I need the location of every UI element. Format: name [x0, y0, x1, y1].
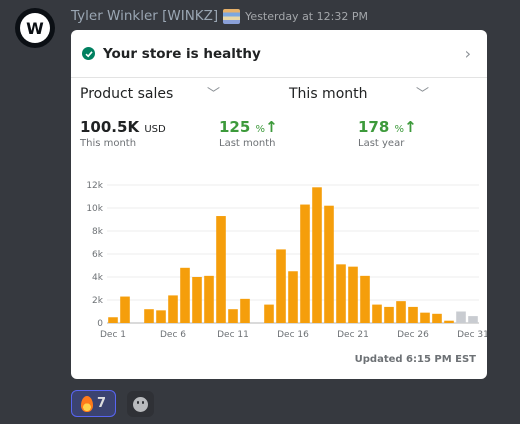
y-tick-label: 8k: [92, 227, 104, 237]
arrow-up-icon: ↑: [265, 118, 278, 136]
chart-bar[interactable]: [408, 306, 418, 323]
y-tick-label: 6k: [92, 250, 104, 260]
chart-bar[interactable]: [312, 187, 322, 323]
reaction-count: 7: [96, 396, 107, 411]
metric-label: Last year: [358, 138, 405, 149]
period-select-value: This month: [289, 86, 368, 102]
y-tick-label: 2k: [92, 296, 104, 306]
fire-reaction-button[interactable]: 7: [71, 390, 116, 417]
message-header: Tyler Winkler [WINKZ] Yesterday at 12:32…: [71, 8, 368, 24]
chart-bar[interactable]: [336, 264, 346, 323]
chart-bar[interactable]: [456, 311, 466, 324]
store-health-card: Your store is healthy › Product sales ﹀ …: [71, 30, 487, 379]
chart-bar[interactable]: [144, 309, 154, 323]
card-header[interactable]: Your store is healthy ›: [71, 30, 487, 78]
chart-bar[interactable]: [372, 304, 382, 323]
author-name[interactable]: Tyler Winkler [WINKZ]: [71, 8, 219, 24]
fire-emoji-icon: [80, 395, 93, 412]
metric-unit: %: [255, 124, 266, 135]
arrow-up-icon: ↑: [404, 118, 417, 136]
add-reaction-button[interactable]: [127, 391, 154, 417]
chart-bar[interactable]: [240, 298, 250, 323]
y-tick-label: 12k: [86, 181, 103, 191]
chart-bar[interactable]: [288, 271, 298, 323]
chart-bar[interactable]: [324, 205, 334, 323]
metric-label: Last month: [219, 138, 276, 149]
metric-value: 178: [358, 118, 390, 136]
x-tick-label: Dec 1: [100, 330, 126, 340]
chart-bar[interactable]: [120, 296, 130, 323]
check-circle-icon: [82, 47, 95, 60]
avatar-letter: W: [26, 18, 44, 38]
message-timestamp: Yesterday at 12:32 PM: [245, 9, 368, 23]
chart-bar[interactable]: [108, 317, 118, 323]
sales-bar-chart: 0 2k 4k 6k 8k 10k 12k Dec 1 Dec 6 Dec 11 Dec 16 Dec…: [86, 181, 487, 340]
chevron-down-icon[interactable]: ﹀: [416, 87, 430, 102]
avatar-logo: W: [20, 13, 50, 43]
x-tick-label: Dec 21: [337, 330, 369, 340]
chevron-right-icon[interactable]: ›: [464, 44, 471, 63]
x-tick-label: Dec 31: [457, 330, 487, 340]
smile-icon: [133, 396, 148, 412]
chart-bar[interactable]: [180, 267, 190, 323]
metric-last-year: 178 %↑ Last year: [358, 118, 417, 149]
metric-unit: USD: [144, 124, 166, 135]
author-avatar[interactable]: W: [15, 8, 55, 48]
chart-bar[interactable]: [300, 204, 310, 323]
metric-last-month: 125 %↑ Last month: [219, 118, 278, 149]
y-tick-label: 0: [97, 319, 103, 329]
chart-bar[interactable]: [360, 275, 370, 323]
chart-bar[interactable]: [204, 275, 214, 323]
metric-this-month: 100.5K USD This month: [80, 118, 166, 149]
metric-value: 125: [219, 118, 251, 136]
chart-bar[interactable]: [432, 313, 442, 323]
x-tick-label: Dec 6: [160, 330, 186, 340]
chart-bar[interactable]: [420, 312, 430, 323]
chart-bar[interactable]: [396, 301, 406, 323]
chart-bar[interactable]: [228, 309, 238, 323]
chart-bar[interactable]: [384, 306, 394, 323]
chart-bar[interactable]: [444, 320, 454, 323]
chart-bar[interactable]: [276, 249, 286, 323]
metric-select-value: Product sales: [80, 86, 174, 102]
chevron-down-icon[interactable]: ﹀: [207, 87, 221, 102]
metric-label: This month: [80, 138, 137, 149]
chart-bar[interactable]: [264, 304, 274, 323]
chart-bar[interactable]: [348, 266, 358, 323]
updated-timestamp: Updated 6:15 PM EST: [354, 354, 476, 365]
period-select[interactable]: This month: [289, 86, 368, 102]
chart-bar[interactable]: [216, 216, 226, 323]
x-tick-label: Dec 26: [397, 330, 429, 340]
metric-value: 100.5K: [80, 118, 140, 136]
chart-bar[interactable]: [156, 310, 166, 323]
metric-unit: %: [394, 124, 405, 135]
chart-bar[interactable]: [192, 277, 202, 323]
chart-bar[interactable]: [168, 295, 178, 323]
books-emoji-icon: [223, 8, 241, 24]
chart-bar[interactable]: [468, 316, 478, 323]
y-tick-label: 10k: [86, 204, 103, 214]
x-tick-label: Dec 11: [217, 330, 249, 340]
store-status-title: Your store is healthy: [103, 45, 261, 62]
x-tick-label: Dec 16: [277, 330, 309, 340]
y-tick-label: 4k: [92, 273, 104, 283]
metric-select[interactable]: Product sales: [80, 86, 173, 102]
